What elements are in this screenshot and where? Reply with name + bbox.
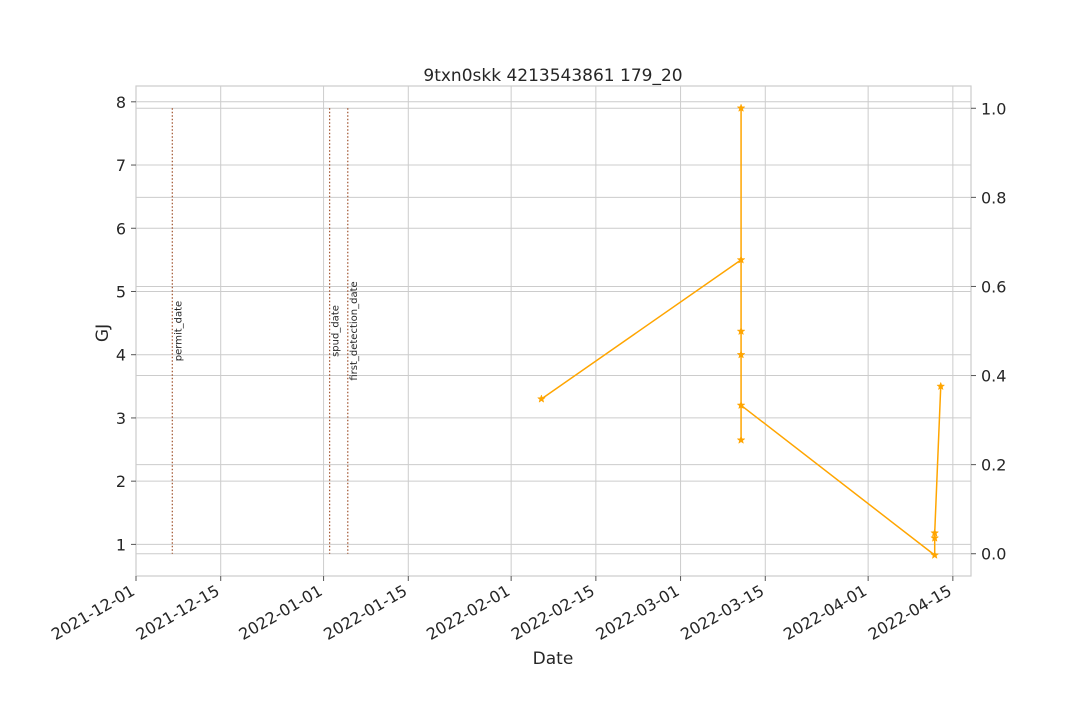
x-tick-label: 2022-01-01 <box>236 581 326 644</box>
event-label: spud_date <box>331 305 342 357</box>
y2-tick-label: 0.6 <box>981 277 1006 296</box>
plot-frame <box>135 85 972 577</box>
y-tick-label: 4 <box>116 346 126 365</box>
chart-title: 9txn0skk 4213543861 179_20 <box>423 66 682 86</box>
y2-tick-label: 1.0 <box>981 99 1006 118</box>
y2-tick-label: 0.2 <box>981 456 1006 475</box>
data-point <box>736 435 746 444</box>
y-tick-label: 8 <box>116 93 126 112</box>
x-tick-label: 2022-02-01 <box>423 581 513 644</box>
plot-background <box>136 86 971 576</box>
data-point <box>930 533 940 542</box>
x-tick-label: 2022-02-15 <box>508 581 598 644</box>
x-tick-label: 2022-03-15 <box>677 581 767 644</box>
event-markers: permit_date spud_date first_detection_date <box>171 108 360 554</box>
y-axis-title: GJ <box>93 324 113 342</box>
y2-tick-label: 0.4 <box>981 367 1006 386</box>
data-point <box>936 381 946 391</box>
x-tick-label: 2021-12-01 <box>48 581 138 644</box>
data-point <box>930 528 940 537</box>
y-tick-label: 2 <box>116 472 126 491</box>
event-label: permit_date <box>173 301 184 361</box>
data-point <box>736 349 746 359</box>
y2-tick-label: 0.8 <box>981 188 1006 207</box>
y2-tick-label: 0.0 <box>981 545 1006 564</box>
y-axis-left: 1 2 3 4 5 6 7 8 <box>116 93 136 554</box>
y-tick-label: 6 <box>116 219 126 238</box>
x-axis-title: Date <box>533 649 574 669</box>
event-label: first_detection_date <box>349 281 360 380</box>
data-point <box>930 550 940 559</box>
data-point <box>736 255 746 264</box>
y-axis-right: 0.0 0.2 0.4 0.6 0.8 1.0 <box>971 99 1006 564</box>
x-tick-label: 2022-01-15 <box>320 581 410 644</box>
x-tick-label: 2022-03-01 <box>593 581 683 644</box>
data-point <box>536 394 546 403</box>
x-tick-label: 2022-04-01 <box>780 581 870 644</box>
x-tick-label: 2022-04-15 <box>865 581 955 644</box>
x-tick-label: 2021-12-15 <box>133 581 223 644</box>
data-point <box>736 400 746 410</box>
y-tick-label: 7 <box>116 156 126 175</box>
y-tick-label: 3 <box>116 409 126 428</box>
y-tick-label: 1 <box>116 535 126 554</box>
data-point <box>736 103 746 112</box>
data-point <box>736 326 746 336</box>
y-tick-label: 5 <box>116 282 126 301</box>
series-lines <box>536 103 946 559</box>
grid-lines <box>135 86 971 576</box>
